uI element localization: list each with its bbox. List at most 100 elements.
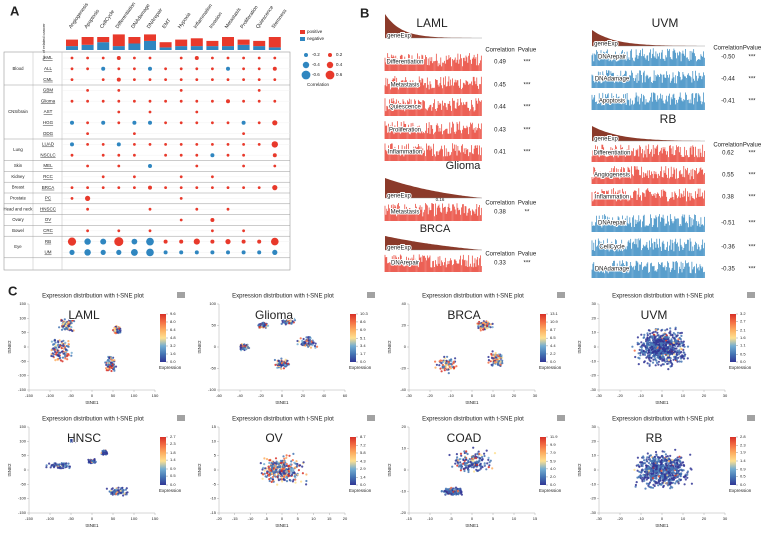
colorbar-tick-label: 1.9 <box>740 449 746 454</box>
x-tick-label: 0 <box>471 516 474 521</box>
cell-point <box>125 487 128 490</box>
menu-icon[interactable] <box>177 292 185 298</box>
correlation-dot <box>100 249 106 255</box>
colorbar-tick-label: 0.0 <box>550 482 556 487</box>
x-tick-label: 0 <box>661 393 664 398</box>
cell-point <box>305 344 309 347</box>
colorbar-label: Expression <box>729 488 752 493</box>
cell-point <box>665 341 668 344</box>
score-trace <box>591 188 705 206</box>
cell-point <box>438 364 441 367</box>
cell-point <box>64 328 67 331</box>
correlation-dot <box>86 99 89 103</box>
cell-point <box>636 456 640 459</box>
cell-point <box>57 466 60 469</box>
correlation-dot <box>210 250 215 255</box>
cell-point <box>645 478 648 481</box>
menu-icon[interactable] <box>557 292 565 298</box>
cell-point <box>68 318 71 322</box>
colorbar-tick-label: 0.0 <box>360 482 366 487</box>
cell-point <box>677 356 680 359</box>
correlation-dot <box>242 186 246 190</box>
cell-point <box>664 453 668 456</box>
cell-point <box>667 473 670 476</box>
cell-point <box>268 468 271 471</box>
x-axis-label: tSNE1 <box>465 523 479 528</box>
cell-point <box>467 468 470 472</box>
cell-point <box>675 468 678 471</box>
cell-point <box>111 487 114 490</box>
correlation-dot <box>211 67 214 71</box>
x-tick-label: -10 <box>248 516 255 521</box>
cell-point <box>680 334 683 337</box>
correlation-dot <box>273 56 277 60</box>
x-tick-label: 50 <box>111 393 116 398</box>
cell-point <box>667 368 670 371</box>
cell-point <box>669 483 672 486</box>
x-tick-label: -30 <box>596 393 603 398</box>
cell-point <box>680 360 683 363</box>
cell-point <box>106 358 110 362</box>
cell-point <box>92 460 95 463</box>
cell-point <box>290 322 293 325</box>
cell-point <box>667 460 671 463</box>
correlation-value: 0.49 <box>494 60 506 66</box>
cell-point <box>657 472 660 475</box>
cell-point <box>665 358 668 361</box>
menu-icon[interactable] <box>177 415 185 421</box>
menu-icon[interactable] <box>367 415 375 421</box>
menu-icon[interactable] <box>557 415 565 421</box>
y-tick-label: -10 <box>210 496 217 501</box>
cell-point <box>667 356 670 359</box>
y-tick-label: 0 <box>214 344 217 349</box>
colorbar-tick-label: 3.2 <box>170 343 176 348</box>
cell-point <box>456 492 459 495</box>
score-trace <box>591 92 705 110</box>
cell-point <box>676 456 679 459</box>
cell-point <box>66 464 69 467</box>
cell-point <box>653 352 656 355</box>
cell-point <box>307 336 310 339</box>
correlation-dot <box>101 56 105 60</box>
colorbar-tick-label: 10.3 <box>360 311 369 316</box>
cell-point <box>62 327 65 330</box>
cell-point <box>485 327 488 330</box>
cell-point <box>646 467 649 470</box>
cell-point <box>650 348 654 351</box>
negative-bar <box>190 46 203 50</box>
y-tick-label: -50 <box>20 481 27 486</box>
cell-point <box>666 360 669 363</box>
cell-point <box>110 369 113 373</box>
cell-point <box>456 489 459 492</box>
cell-point <box>69 440 72 443</box>
cell-point <box>280 322 283 325</box>
y-tick-label: -30 <box>590 510 597 515</box>
correlation-dot <box>148 78 152 81</box>
cell-point <box>462 467 465 470</box>
negative-bar <box>222 46 234 50</box>
cell-point <box>456 461 459 464</box>
colorbar-tick-label: 11.9 <box>550 434 558 439</box>
cell-point <box>658 346 661 349</box>
colorbar-tick-label: 1.4 <box>360 474 366 479</box>
colorbar-tick-label: 4.0 <box>550 466 556 471</box>
cell-point <box>635 481 638 484</box>
cell-point <box>671 333 674 337</box>
menu-icon[interactable] <box>747 292 755 298</box>
y-tick-label: 40 <box>402 301 407 306</box>
cell-point <box>285 463 288 466</box>
cell-point <box>651 361 655 364</box>
cell-point <box>296 343 299 346</box>
cell-point <box>457 459 460 462</box>
cell-point <box>114 365 118 368</box>
menu-icon[interactable] <box>367 292 375 298</box>
plot-name: OV <box>265 431 282 445</box>
cell-point <box>441 363 444 367</box>
y-tick-label: 0 <box>214 467 217 472</box>
correlation-dot <box>164 78 168 81</box>
cell-point <box>66 352 69 355</box>
x-tick-label: 150 <box>152 393 159 398</box>
cell-point <box>69 320 72 323</box>
menu-icon[interactable] <box>747 415 755 421</box>
cell-point <box>660 458 663 462</box>
